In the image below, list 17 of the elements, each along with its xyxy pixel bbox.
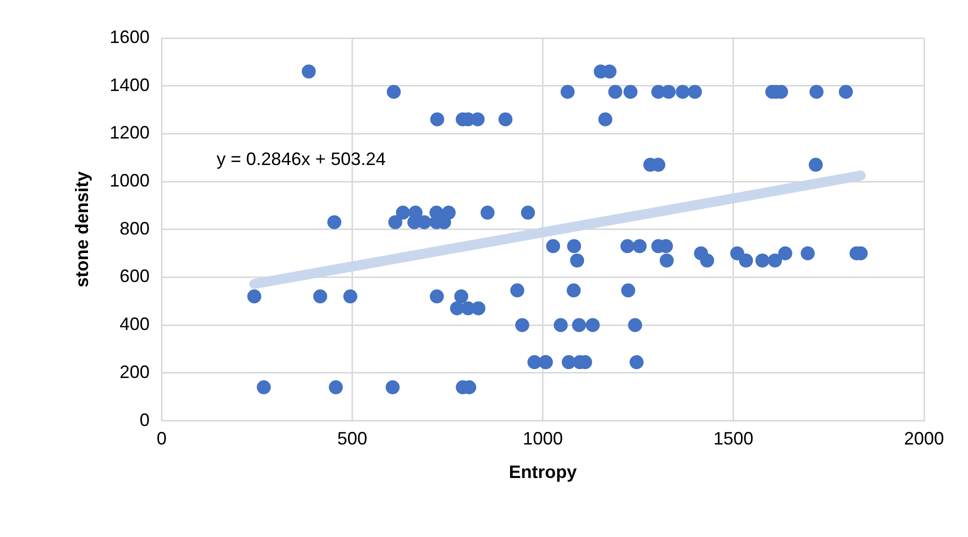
x-tick-label: 500 xyxy=(337,428,368,449)
x-tick-label: 1500 xyxy=(713,428,754,449)
x-axis-title: Entropy xyxy=(508,462,577,482)
y-tick-label: 1000 xyxy=(110,170,150,191)
y-tick-label: 200 xyxy=(120,362,150,382)
x-tick-label: 2000 xyxy=(904,428,944,449)
annotation: y = 0.2846x + 503.24 xyxy=(216,148,386,169)
y-axis-title: stone density xyxy=(72,171,92,288)
y-tick-label: 400 xyxy=(120,314,150,334)
y-tick-label: 1200 xyxy=(110,122,150,143)
y-tick-label: 1600 xyxy=(110,26,150,47)
y-tick-label: 1400 xyxy=(110,74,150,95)
y-tick-label: 600 xyxy=(120,266,150,286)
x-tick-label: 1000 xyxy=(522,428,563,449)
y-tick-label: 0 xyxy=(140,410,150,430)
y-tick-label: 800 xyxy=(120,218,150,238)
x-tick-label: 0 xyxy=(156,428,167,449)
